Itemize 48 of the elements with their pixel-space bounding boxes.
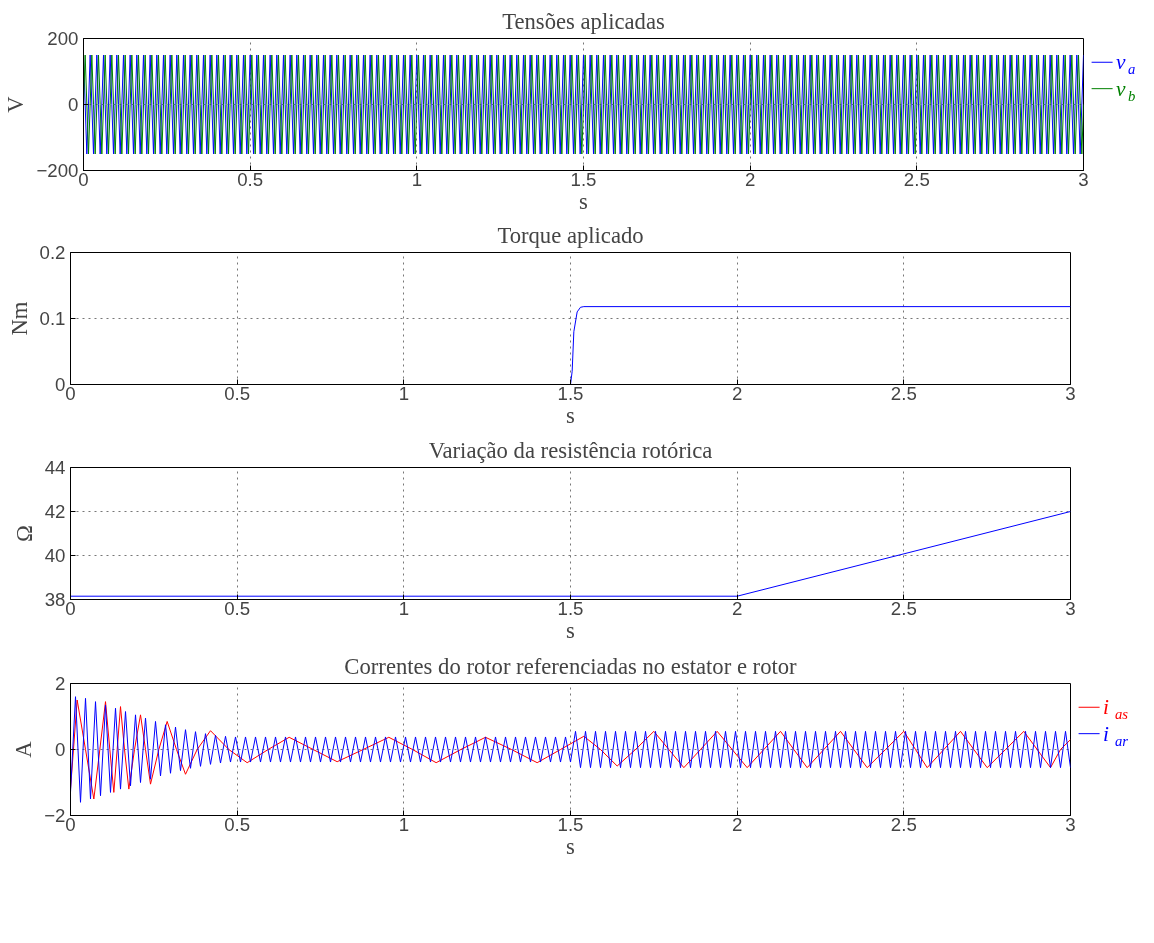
x-tick-label: 1.5 [570,168,597,190]
x-tick-label: 1 [398,813,410,835]
x-tick-label: 3 [1065,813,1076,835]
x-tick-label: 0.5 [224,813,251,835]
x-tick-label: 3 [1065,382,1076,404]
y-tick-label: 44 [44,457,66,478]
chart-title: Correntes do rotor referenciadas no estator e rotor [344,653,798,679]
chart-title: Tensões aplicadas [502,8,665,34]
y-tick-label: 2 [55,673,66,694]
x-tick-label: 1 [398,382,410,404]
x-tick-label: 2 [731,382,743,404]
x-tick-label: 1 [398,597,410,619]
y-tick-label: −200 [36,160,79,181]
x-tick-label: 1 [411,168,423,190]
x-tick-label: 1.5 [557,597,584,619]
x-tick-label: 0.5 [224,382,251,404]
chart-title: Torque aplicado [497,222,644,248]
x-axis-title: s [579,188,588,214]
x-axis-title: s [566,617,575,643]
y-tick-label: −2 [44,805,66,826]
x-tick-label: 2 [731,813,743,835]
y-tick-label: 200 [47,28,79,49]
y-axis-title: V [3,95,29,113]
y-axis-title: A [11,740,37,758]
x-tick-label: 1.5 [557,382,584,404]
x-tick-label: 2.5 [890,813,917,835]
x-axis-title: s [566,402,575,428]
y-tick-label: 42 [44,501,66,522]
x-tick-label: 2 [744,168,756,190]
y-axis-title: Ω [11,525,37,542]
x-tick-label: 2.5 [890,382,917,404]
y-axis-title: Nm [6,301,32,336]
x-tick-label: 3 [1078,168,1089,190]
y-tick-label: 40 [44,545,66,566]
y-tick-label: 0.2 [39,242,66,263]
y-tick-label: 0.1 [39,308,66,329]
x-tick-label: 0.5 [237,168,264,190]
y-tick-label: 38 [44,589,66,610]
x-tick-label: 0.5 [224,597,251,619]
chart-title: Variação da resistência rotórica [428,437,713,463]
y-tick-label: 0 [55,739,66,760]
y-tick-label: 0 [68,94,79,115]
x-tick-label: 2.5 [890,597,917,619]
x-tick-label: 1.5 [557,813,584,835]
x-tick-label: 2 [731,597,743,619]
x-tick-label: 3 [1065,597,1076,619]
x-tick-label: 2.5 [903,168,930,190]
x-axis-title: s [566,833,575,859]
